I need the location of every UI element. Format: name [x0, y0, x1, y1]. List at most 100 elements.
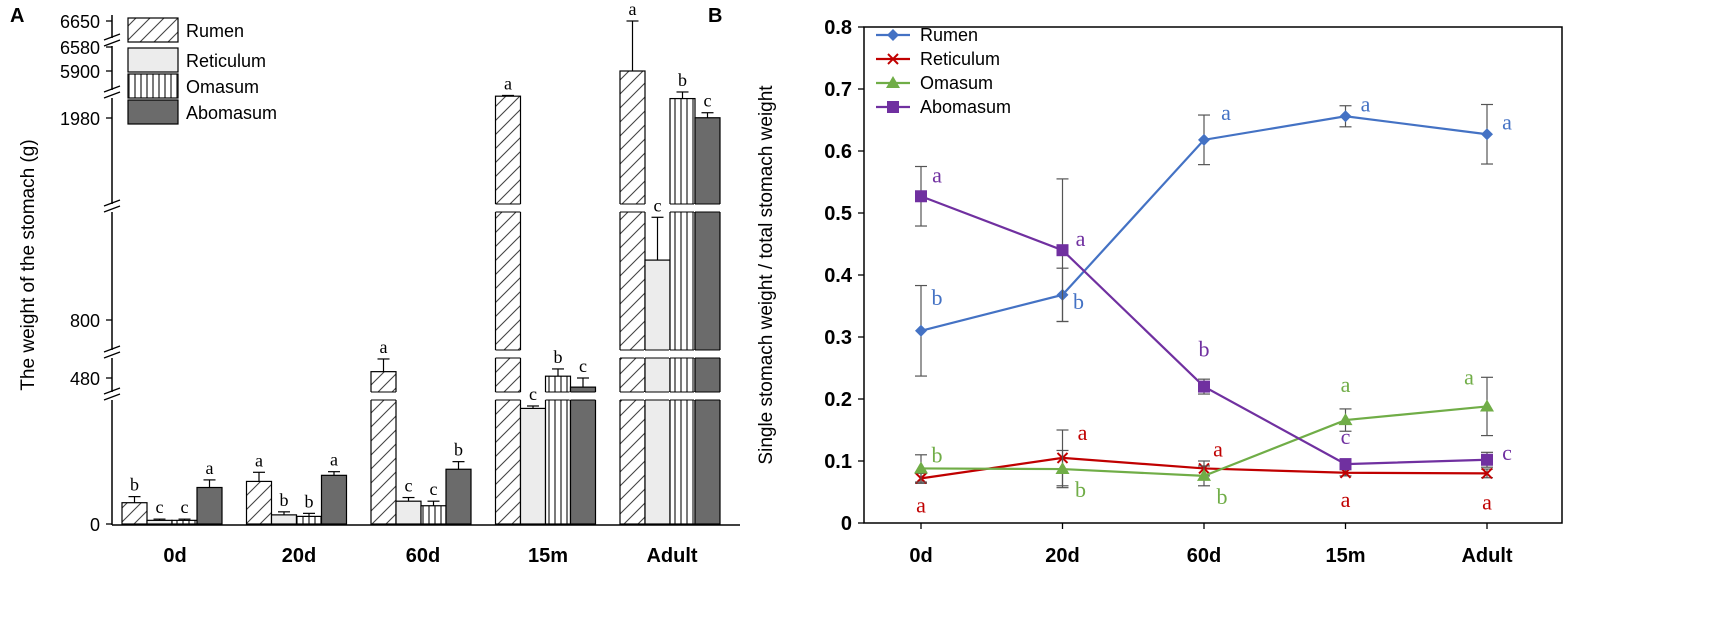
legend-marker-abomasum — [887, 101, 899, 113]
panel-b-x-tick-label: 0d — [909, 545, 932, 567]
bar-omasum-60d — [420, 505, 447, 525]
bar-break-gap — [694, 350, 721, 358]
panel-a-y-tick-label: 1980 — [60, 109, 100, 129]
significance-letter: a — [1213, 436, 1223, 461]
data-point-omasum-15m — [1338, 413, 1353, 426]
panel-b-axes: 0 0.1 0.2 0.3 0.4 0.5 0.6 0.7 0.8 0d 20d 60d 15m Adul… — [824, 17, 1563, 567]
panel-a-x-tick-label: 0d — [163, 545, 186, 567]
axis-break-mark — [103, 345, 121, 359]
bar-break-gap — [544, 392, 572, 400]
panel-a-y-tick-label: 6650 — [60, 12, 100, 32]
legend-label: Rumen — [186, 21, 244, 41]
bar-reticulum-15m — [519, 407, 547, 525]
significance-letter: a — [1361, 91, 1371, 116]
panel-b-y-tick-label: 0 — [841, 513, 852, 535]
significance-letter: c — [181, 497, 189, 517]
data-point-abomasum-0d — [915, 190, 927, 203]
data-point-omasum-60d — [1197, 468, 1211, 481]
bar-break-gap — [619, 350, 646, 358]
legend-swatch-rumen — [127, 17, 179, 43]
panel-b-x-tick-label: 60d — [1187, 545, 1221, 567]
axis-break-mark — [103, 387, 121, 401]
panel-b: B Single stomach weight / total stomach … — [708, 5, 1563, 567]
panel-a-x-tick-label: 20d — [282, 545, 316, 567]
bar-break-gap — [694, 392, 721, 400]
axis-break-mark — [103, 85, 121, 99]
bar-break-gap — [494, 392, 522, 400]
significance-letter: c — [405, 476, 413, 496]
significance-letter: a — [1078, 420, 1088, 445]
significance-letter: a — [330, 450, 338, 470]
bar-omasum-0d — [171, 519, 198, 525]
data-point-reticulum-adult — [1481, 467, 1493, 480]
data-point-abomasum-15m — [1339, 458, 1352, 471]
significance-letter: a — [1482, 489, 1492, 514]
significance-letter: a — [932, 162, 942, 187]
data-point-rumen-adult — [1481, 128, 1493, 141]
bar-abomasum-15m — [569, 386, 597, 525]
significance-letter: b — [1199, 337, 1210, 362]
axis-break-mark — [103, 199, 121, 213]
panel-a-y-axis-label: The weight of the stomach (g) — [18, 139, 39, 390]
panel-a-x-tick-label: 15m — [528, 545, 568, 567]
panel-b-y-tick-label: 0.8 — [824, 17, 852, 39]
significance-letter: c — [430, 479, 438, 499]
axis-break-mark — [103, 33, 121, 47]
significance-letter: b — [932, 442, 943, 467]
bar-break-gap — [494, 350, 522, 358]
panel-b-x-tick-label: 20d — [1045, 545, 1079, 567]
bar-break-gap — [644, 392, 671, 400]
significance-letter: b — [454, 440, 463, 460]
panel-a-x-tick-label: Adult — [646, 545, 697, 567]
legend-label: Rumen — [920, 25, 978, 45]
series-line-abomasum — [920, 195, 1488, 466]
data-point-abomasum-adult — [1481, 453, 1493, 466]
panel-b-y-tick-label: 0.3 — [824, 327, 852, 349]
legend-label: Abomasum — [186, 103, 277, 123]
panel-a-y-tick-label: 480 — [70, 369, 100, 389]
bar-break-gap — [619, 392, 646, 400]
bar-omasum-adult — [669, 97, 696, 525]
panel-b-y-tick-label: 0.4 — [824, 265, 853, 287]
significance-letter: c — [579, 356, 587, 376]
data-point-abomasum-60d — [1198, 380, 1210, 393]
significance-letter: a — [255, 450, 263, 470]
panel-b-y-tick-label: 0.6 — [824, 141, 852, 163]
data-point-rumen-0d — [915, 324, 927, 337]
panel-b-legend: Rumen Reticulum Omasum Abomasum — [876, 25, 1011, 117]
panel-b-label: B — [708, 5, 722, 27]
panel-a-y-tick-label: 6580 — [60, 38, 100, 58]
significance-letter: b — [1217, 484, 1228, 509]
bar-break-gap — [644, 350, 671, 358]
legend-swatch-abomasum — [127, 99, 179, 125]
bar-abomasum-adult — [694, 117, 721, 525]
significance-letter: a — [1464, 364, 1474, 389]
data-point-omasum-adult — [1480, 399, 1494, 412]
significance-letter: b — [554, 347, 563, 367]
bar-break-gap — [694, 204, 721, 212]
bar-break-gap — [669, 204, 696, 212]
significance-letter: b — [932, 285, 943, 310]
panel-b-y-axis-label: Single stomach weight / total stomach we… — [756, 85, 777, 465]
bar-omasum-20d — [295, 515, 323, 525]
panel-b-y-tick-label: 0.1 — [824, 451, 852, 473]
data-point-abomasum-20d — [1056, 244, 1069, 257]
significance-letter: b — [305, 491, 314, 511]
panel-b-y-tick-label: 0.2 — [824, 389, 852, 411]
significance-letter: a — [1341, 487, 1351, 512]
bar-break-gap — [619, 204, 646, 212]
bar-reticulum-20d — [270, 514, 298, 525]
bar-break-gap — [569, 392, 597, 400]
significance-letter: a — [1502, 109, 1512, 134]
bar-reticulum-0d — [146, 519, 173, 525]
bar-break-gap — [494, 204, 522, 212]
data-point-rumen-60d — [1198, 133, 1210, 146]
bar-abomasum-60d — [445, 468, 472, 525]
legend-swatch-reticulum — [127, 47, 179, 73]
legend-label: Reticulum — [186, 51, 266, 71]
data-point-omasum-20d — [1055, 462, 1070, 475]
significance-letter: b — [1075, 477, 1086, 502]
significance-letter: a — [916, 492, 926, 517]
